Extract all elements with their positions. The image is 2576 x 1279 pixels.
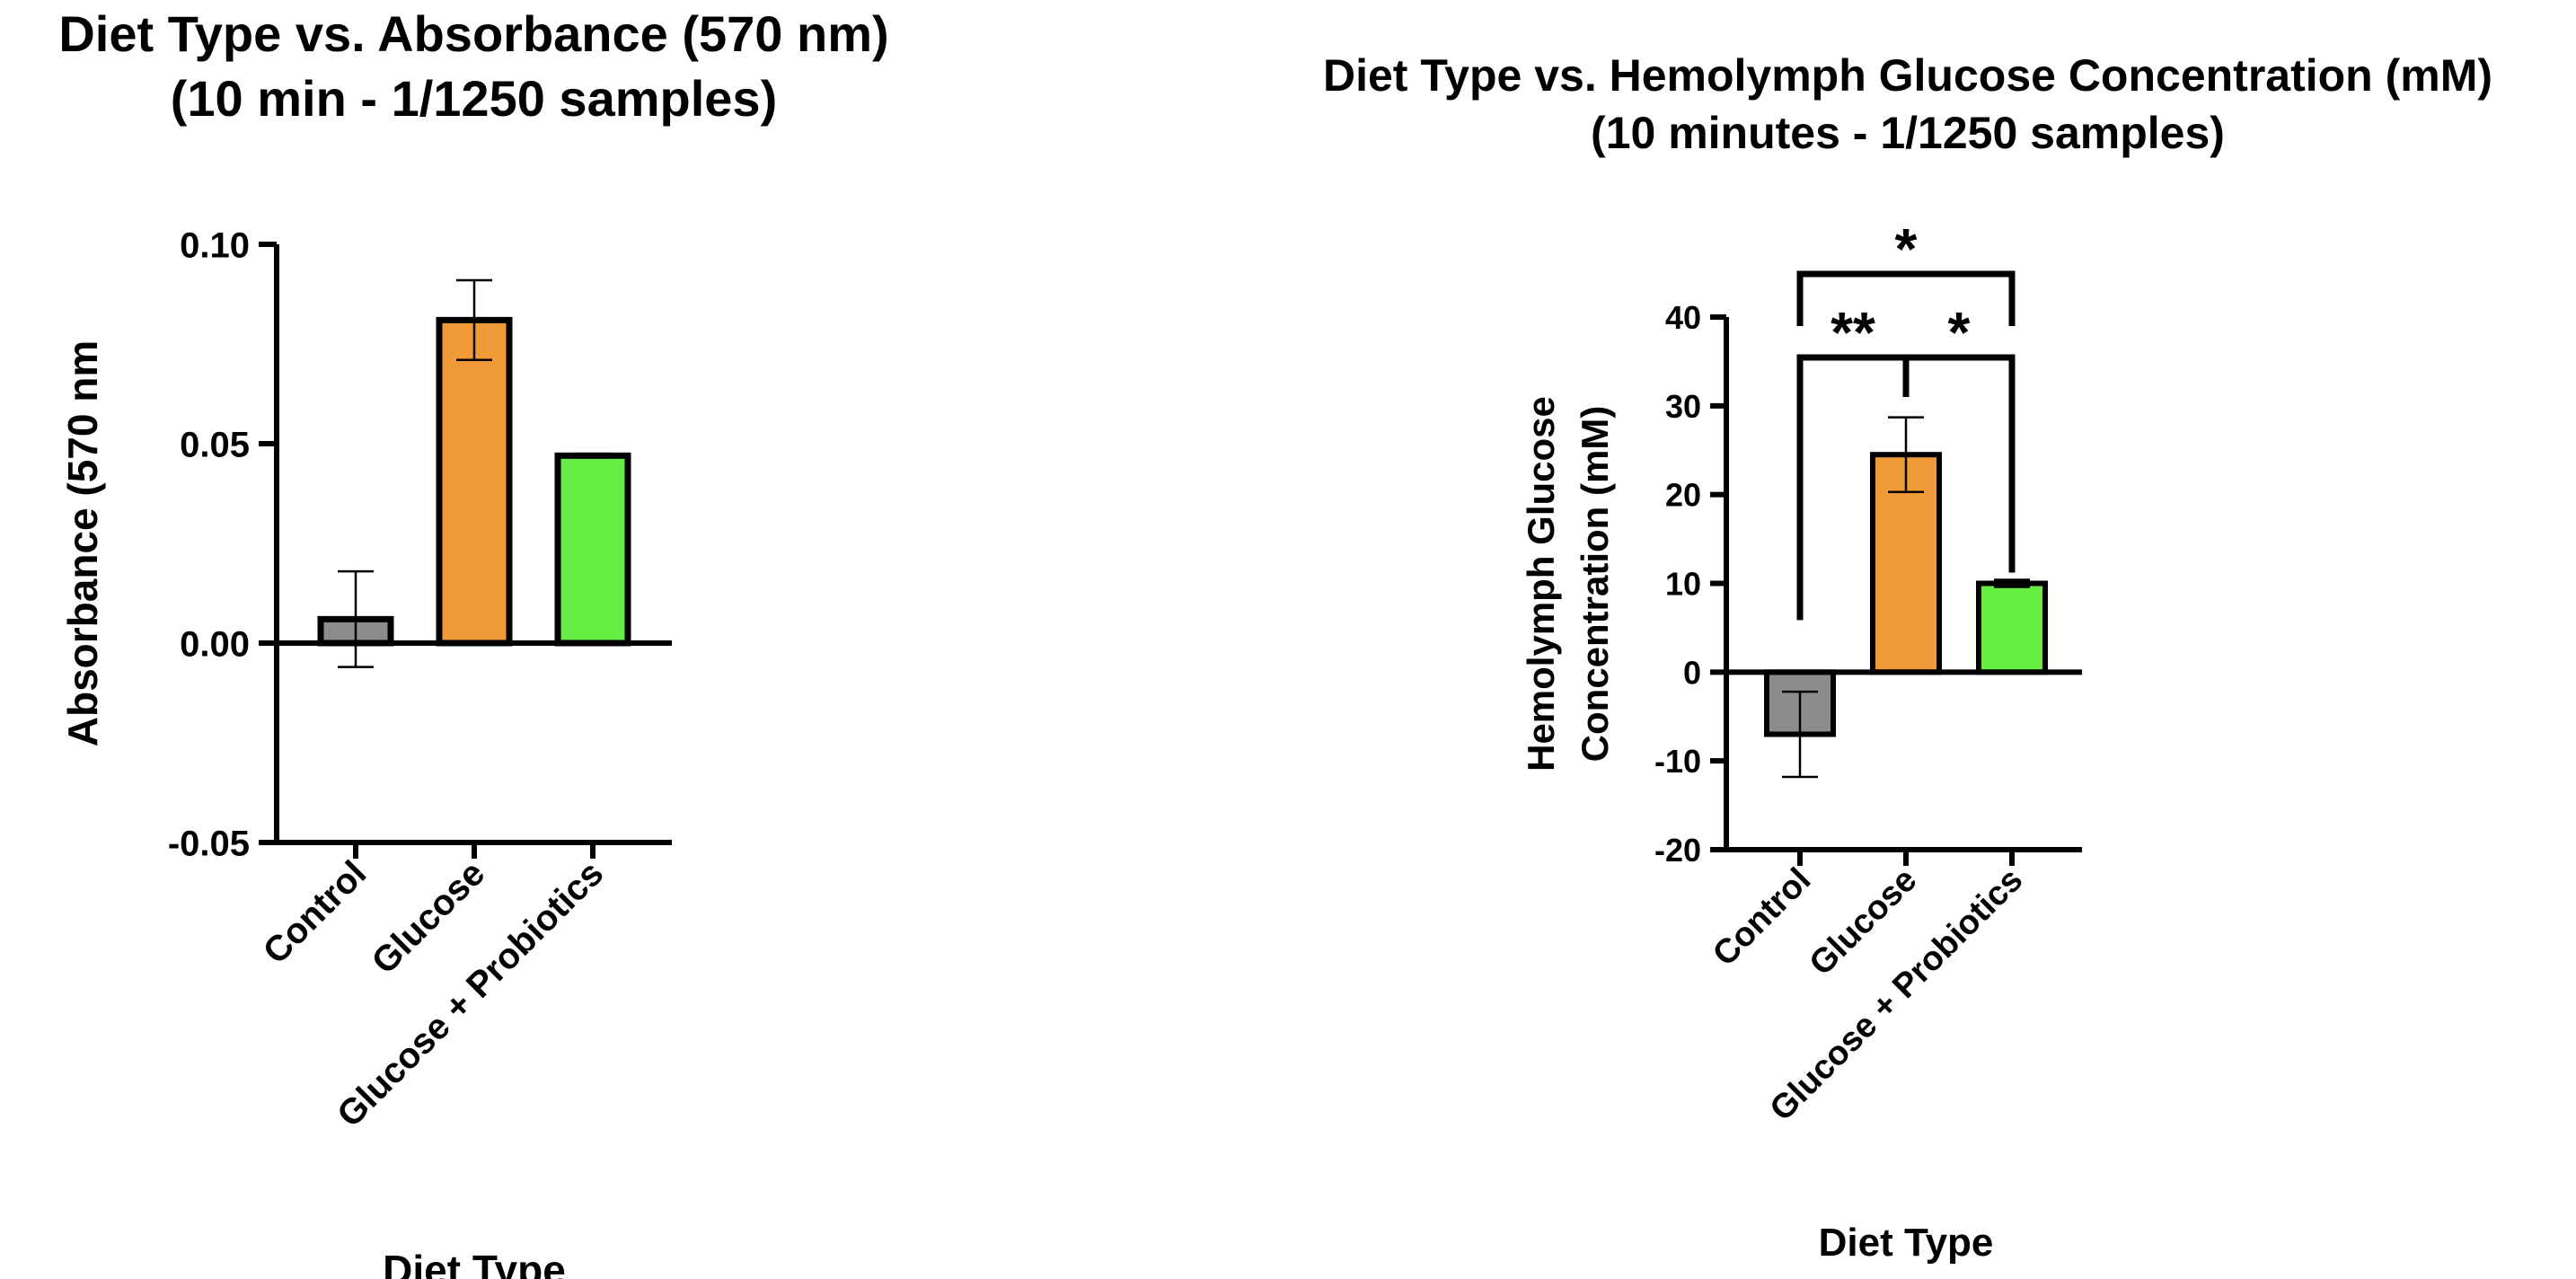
significance-label: ** [1831,300,1875,365]
chart2-title-line2: (10 minutes - 1/1250 samples) [1591,108,2225,158]
y-tick-label: -0.05 [168,824,250,863]
y-tick-label: -20 [1654,832,1701,869]
x-axis-label: Diet Type [1819,1221,1994,1265]
chart1-title-line2: (10 min - 1/1250 samples) [170,69,778,127]
bar-glucose-probiotics [1976,580,2048,675]
y-tick-label: 20 [1665,477,1701,514]
significance-label: * [1948,300,1971,365]
y-axis-label: Concentration (mM) [1574,406,1616,763]
x-tick-label: Control [256,853,375,972]
chart1-title-line1: Diet Type vs. Absorbance (570 nm) [58,5,889,62]
significance-label: * [1895,216,1918,281]
y-tick-label: 0 [1683,654,1701,691]
significance-bracket [1902,354,2016,573]
y-tick-label: -10 [1654,743,1701,780]
y-tick-label: 0.05 [180,425,250,464]
bar-glucose [436,316,513,647]
x-axis-label: Diet Type [383,1247,566,1279]
y-axis-label: Absorbance (570 nm [59,340,106,746]
y-tick-label: 10 [1665,565,1701,602]
x-tick-label: Control [1706,861,1818,974]
y-tick-label: 0.10 [180,225,250,265]
chart2-title-line1: Diet Type vs. Hemolymph Glucose Concentr… [1322,50,2493,101]
y-tick-label: 40 [1665,299,1701,336]
chart2-title: Diet Type vs. Hemolymph Glucose Concentr… [1239,47,2576,162]
chart1-title: Diet Type vs. Absorbance (570 nm) (10 mi… [0,2,948,130]
y-axis-label: Hemolymph Glucose [1520,396,1562,772]
bar-glucose-probiotics [554,452,631,647]
significance-bracket [1796,270,2016,326]
y-tick-label: 0.00 [180,624,250,664]
y-tick-label: 30 [1665,388,1701,425]
